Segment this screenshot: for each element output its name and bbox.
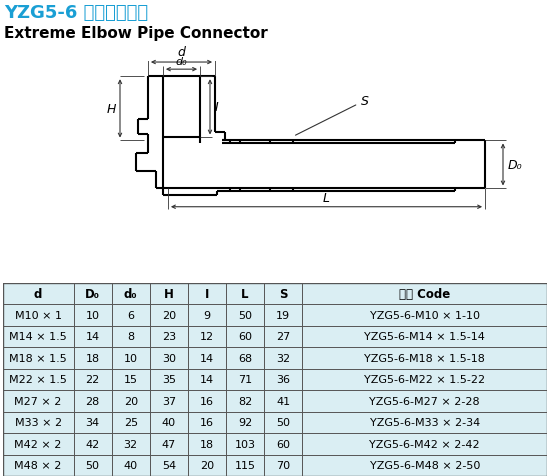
Text: 代号 Code: 代号 Code <box>399 288 450 300</box>
Text: M33 × 2: M33 × 2 <box>15 417 62 427</box>
Text: 35: 35 <box>162 375 176 385</box>
Text: d: d <box>178 46 185 59</box>
Text: D₀: D₀ <box>508 159 522 171</box>
Text: L: L <box>241 288 249 300</box>
Text: YZG5-6-M14 × 1.5-14: YZG5-6-M14 × 1.5-14 <box>364 332 485 342</box>
Text: 14: 14 <box>200 375 214 385</box>
Text: 6: 6 <box>127 310 134 320</box>
Text: 16: 16 <box>200 417 214 427</box>
FancyBboxPatch shape <box>3 283 547 476</box>
Text: S: S <box>279 288 288 300</box>
Text: 8: 8 <box>127 332 134 342</box>
Text: 37: 37 <box>162 396 176 406</box>
Text: 28: 28 <box>85 396 100 406</box>
Text: 10: 10 <box>124 353 138 363</box>
Text: 30: 30 <box>162 353 176 363</box>
Text: 19: 19 <box>276 310 290 320</box>
Text: 82: 82 <box>238 396 252 406</box>
Text: 27: 27 <box>276 332 290 342</box>
Text: M14 × 1.5: M14 × 1.5 <box>9 332 67 342</box>
Text: d₀: d₀ <box>175 57 188 67</box>
Text: 42: 42 <box>85 439 100 449</box>
Text: M42 × 2: M42 × 2 <box>14 439 62 449</box>
Text: D₀: D₀ <box>85 288 100 300</box>
Text: YZG5-6-M22 × 1.5-22: YZG5-6-M22 × 1.5-22 <box>364 375 485 385</box>
Text: 60: 60 <box>276 439 290 449</box>
Text: I: I <box>205 288 209 300</box>
Text: 15: 15 <box>124 375 138 385</box>
Text: 47: 47 <box>162 439 176 449</box>
Text: YZG5-6-M27 × 2-28: YZG5-6-M27 × 2-28 <box>370 396 480 406</box>
Text: d₀: d₀ <box>124 288 138 300</box>
Text: 14: 14 <box>86 332 100 342</box>
Text: YZG5-6-M42 × 2-42: YZG5-6-M42 × 2-42 <box>370 439 480 449</box>
Text: 10: 10 <box>86 310 100 320</box>
Text: 14: 14 <box>200 353 214 363</box>
Text: M10 × 1: M10 × 1 <box>15 310 62 320</box>
Text: YZG5-6 弯通终端接头: YZG5-6 弯通终端接头 <box>4 4 148 22</box>
Text: 70: 70 <box>276 460 290 470</box>
Text: 18: 18 <box>200 439 214 449</box>
Text: H: H <box>164 288 174 300</box>
Text: 23: 23 <box>162 332 176 342</box>
Text: 50: 50 <box>238 310 252 320</box>
Text: L: L <box>323 191 330 204</box>
Text: 36: 36 <box>276 375 290 385</box>
Text: 68: 68 <box>238 353 252 363</box>
Text: M27 × 2: M27 × 2 <box>14 396 62 406</box>
Text: M48 × 2: M48 × 2 <box>14 460 62 470</box>
Text: 71: 71 <box>238 375 252 385</box>
Text: YZG5-6-M48 × 2-50: YZG5-6-M48 × 2-50 <box>370 460 480 470</box>
Text: 103: 103 <box>234 439 256 449</box>
Text: S: S <box>295 95 369 136</box>
Text: d: d <box>34 288 42 300</box>
Text: 32: 32 <box>124 439 138 449</box>
Text: 16: 16 <box>200 396 214 406</box>
Text: 9: 9 <box>204 310 211 320</box>
Text: 41: 41 <box>276 396 290 406</box>
Text: 40: 40 <box>162 417 176 427</box>
Text: YZG5-6-M10 × 1-10: YZG5-6-M10 × 1-10 <box>370 310 480 320</box>
Text: 50: 50 <box>276 417 290 427</box>
Text: YZG5-6-M33 × 2-34: YZG5-6-M33 × 2-34 <box>370 417 480 427</box>
Text: 20: 20 <box>200 460 214 470</box>
Text: 54: 54 <box>162 460 176 470</box>
Text: 32: 32 <box>276 353 290 363</box>
Text: 34: 34 <box>86 417 100 427</box>
Text: Extreme Elbow Pipe Connector: Extreme Elbow Pipe Connector <box>4 26 268 41</box>
Text: 115: 115 <box>234 460 256 470</box>
Text: 12: 12 <box>200 332 214 342</box>
Text: 20: 20 <box>124 396 138 406</box>
Text: YZG5-6-M18 × 1.5-18: YZG5-6-M18 × 1.5-18 <box>364 353 485 363</box>
Text: M18 × 1.5: M18 × 1.5 <box>9 353 67 363</box>
Text: 22: 22 <box>85 375 100 385</box>
Text: 40: 40 <box>124 460 138 470</box>
Text: I: I <box>215 101 219 114</box>
Text: H: H <box>107 103 116 116</box>
Text: 18: 18 <box>86 353 100 363</box>
Text: 92: 92 <box>238 417 252 427</box>
Text: M22 × 1.5: M22 × 1.5 <box>9 375 67 385</box>
Text: 60: 60 <box>238 332 252 342</box>
Text: 25: 25 <box>124 417 138 427</box>
Text: 50: 50 <box>86 460 100 470</box>
Text: 20: 20 <box>162 310 176 320</box>
